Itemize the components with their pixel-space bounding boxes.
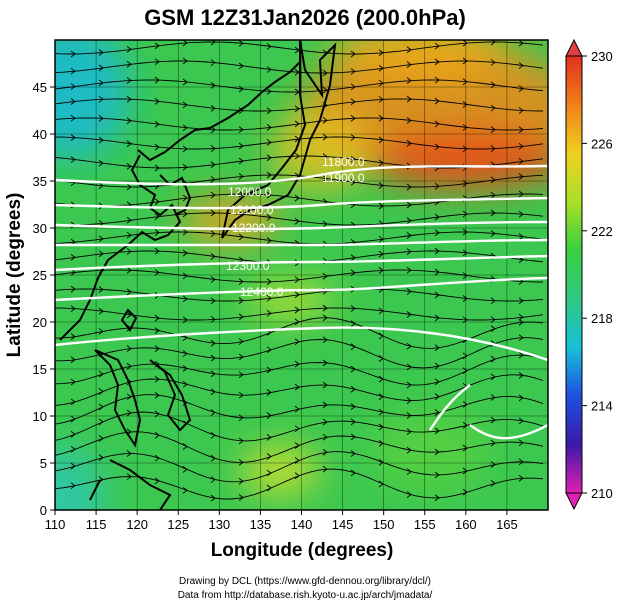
y-tick-label: 20 xyxy=(33,315,47,330)
y-tick-label: 0 xyxy=(40,503,47,518)
x-axis-label: Longitude (degrees) xyxy=(211,540,394,561)
x-tick-label: 155 xyxy=(414,517,436,532)
x-tick-label: 160 xyxy=(455,517,477,532)
x-tick-label: 125 xyxy=(167,517,189,532)
x-tick-label: 140 xyxy=(291,517,313,532)
x-tick-label: 130 xyxy=(208,517,230,532)
contour-label: 12000.0 xyxy=(228,185,272,199)
colorbar-tick-label: 230 xyxy=(591,49,613,64)
x-axis-ticks: 110 115 120 125 130 135 140 145 150 155 160 165 xyxy=(45,510,518,532)
y-tick-label: 15 xyxy=(33,362,47,377)
y-axis-label: Latitude (degrees) xyxy=(4,193,25,358)
colorbar-bottom-triangle xyxy=(565,492,583,511)
credit-drawing: Drawing by DCL (https://www.gfd-dennou.o… xyxy=(179,576,431,587)
colorbar-tick-label: 222 xyxy=(591,224,613,239)
colorbar-ticks: 210 214 218 222 226 230 xyxy=(582,49,613,501)
contour-label: 12300.0 xyxy=(226,259,270,273)
x-tick-label: 120 xyxy=(126,517,148,532)
height-contours xyxy=(55,164,548,440)
credit-data: Data from http://database.rish.kyoto-u.a… xyxy=(178,590,433,601)
chart-title: GSM 12Z31Jan2026 (200.0hPa) xyxy=(144,5,466,30)
y-tick-label: 30 xyxy=(33,221,47,236)
y-tick-label: 10 xyxy=(33,409,47,424)
contour-labels: 11800.0 11900.0 12000.0 12100.0 12200.0 12300… xyxy=(226,155,365,299)
temperature-field xyxy=(55,40,548,510)
colorbar: 210 214 218 222 226 230 xyxy=(565,38,613,511)
contour-label: 12100.0 xyxy=(230,203,274,217)
colorbar-top-triangle xyxy=(565,38,583,57)
x-tick-label: 150 xyxy=(373,517,395,532)
x-tick-label: 135 xyxy=(250,517,272,532)
y-tick-label: 35 xyxy=(33,174,47,189)
contour-label: 11800.0 xyxy=(322,155,365,169)
colorbar-tick-label: 210 xyxy=(591,486,613,501)
y-tick-label: 45 xyxy=(33,80,47,95)
y-tick-label: 25 xyxy=(33,268,47,283)
colorbar-tick-label: 226 xyxy=(591,136,613,151)
colorbar-tick-label: 214 xyxy=(591,399,613,414)
colorbar-ramp xyxy=(565,55,583,494)
plot-area: 11800.0 11900.0 12000.0 12100.0 12200.0 12300… xyxy=(55,40,548,510)
x-tick-label: 115 xyxy=(86,517,107,532)
x-tick-label: 145 xyxy=(332,517,354,532)
contour-label: 12400.0 xyxy=(240,285,284,299)
x-tick-label: 165 xyxy=(496,517,518,532)
contour-label: 12200.0 xyxy=(232,221,276,235)
y-tick-label: 5 xyxy=(40,456,47,471)
contour-label: 11900.0 xyxy=(322,171,365,185)
y-axis-ticks: 0 5 10 15 20 25 30 35 40 45 xyxy=(33,80,55,518)
x-tick-label: 110 xyxy=(45,517,66,532)
y-tick-label: 40 xyxy=(33,127,47,142)
colorbar-tick-label: 218 xyxy=(591,311,613,326)
